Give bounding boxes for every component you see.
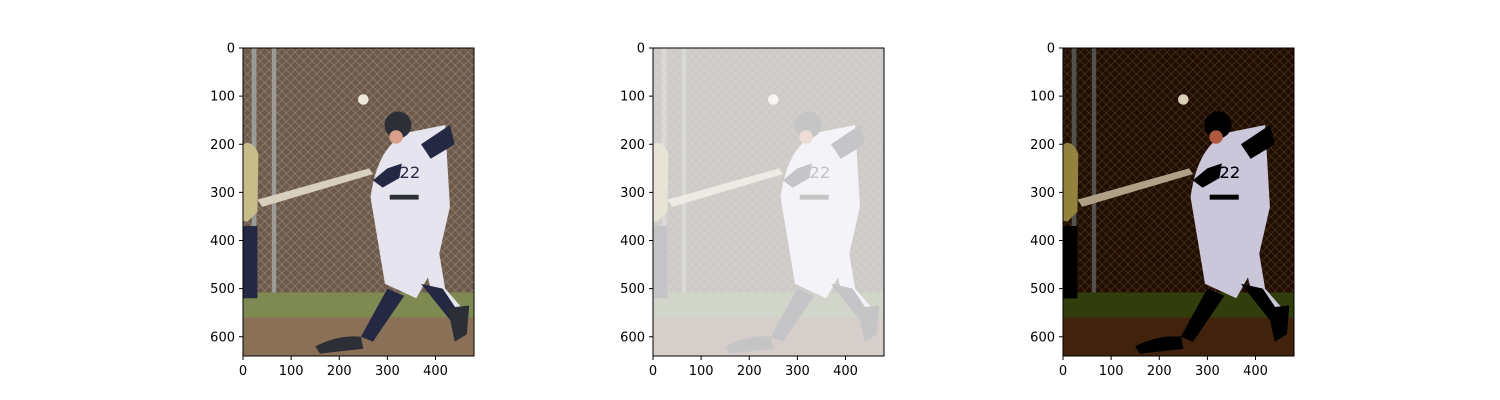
y-tick-label: 100 bbox=[1030, 90, 1055, 105]
y-tick-label: 200 bbox=[620, 138, 645, 153]
axes-frame bbox=[242, 47, 475, 357]
scene-instance bbox=[243, 48, 474, 356]
x-tick-label: 400 bbox=[423, 364, 448, 379]
panels: 0 100 200 300 400 0 100 200 300 400 500 600 0 100 200 3… bbox=[210, 42, 1295, 379]
y-tick-label: 200 bbox=[1030, 138, 1055, 153]
x-tick-label: 0 bbox=[1059, 364, 1067, 379]
image-original bbox=[243, 48, 474, 356]
axes-frame bbox=[652, 47, 885, 357]
y-tick-label: 200 bbox=[210, 138, 235, 153]
x-tick-label: 200 bbox=[737, 364, 762, 379]
image-brightened bbox=[653, 48, 884, 356]
y-tick-label: 500 bbox=[1030, 282, 1055, 297]
scene-instance bbox=[653, 48, 884, 356]
y-tick-label: 400 bbox=[210, 234, 235, 249]
x-tick-label: 200 bbox=[327, 364, 352, 379]
x-tick-label: 400 bbox=[833, 364, 858, 379]
y-tick-label: 100 bbox=[210, 90, 235, 105]
y-tick-label: 600 bbox=[210, 330, 235, 345]
y-tick-label: 100 bbox=[620, 90, 645, 105]
x-tick-label: 100 bbox=[1099, 364, 1124, 379]
x-tick-label: 0 bbox=[239, 364, 247, 379]
y-tick-label: 0 bbox=[1047, 42, 1055, 57]
y-tick-label: 0 bbox=[227, 42, 235, 57]
x-tick-label: 300 bbox=[785, 364, 810, 379]
y-tick-label: 400 bbox=[1030, 234, 1055, 249]
image-panel-darkened: 0 100 200 300 400 0 100 200 300 400 500 600 bbox=[1030, 42, 1295, 379]
x-tick-label: 100 bbox=[279, 364, 304, 379]
x-tick-label: 300 bbox=[375, 364, 400, 379]
y-tick-label: 600 bbox=[620, 330, 645, 345]
image-panel-original: 0 100 200 300 400 0 100 200 300 400 500 600 bbox=[210, 42, 475, 379]
x-tick-label: 200 bbox=[1147, 364, 1172, 379]
y-tick-label: 300 bbox=[1030, 186, 1055, 201]
x-tick-label: 300 bbox=[1195, 364, 1220, 379]
y-tick-label: 500 bbox=[210, 282, 235, 297]
x-tick-label: 400 bbox=[1243, 364, 1268, 379]
axes-frame bbox=[1062, 47, 1295, 357]
y-tick-label: 300 bbox=[210, 186, 235, 201]
scene-instance bbox=[1063, 48, 1294, 356]
y-tick-label: 400 bbox=[620, 234, 645, 249]
y-tick-label: 500 bbox=[620, 282, 645, 297]
y-tick-label: 600 bbox=[1030, 330, 1055, 345]
image-darkened bbox=[1063, 48, 1294, 356]
y-tick-label: 0 bbox=[637, 42, 645, 57]
x-tick-label: 100 bbox=[689, 364, 714, 379]
image-panel-brightened: 0 100 200 300 400 0 100 200 300 400 500 600 bbox=[620, 42, 885, 379]
y-tick-label: 300 bbox=[620, 186, 645, 201]
x-tick-label: 0 bbox=[649, 364, 657, 379]
